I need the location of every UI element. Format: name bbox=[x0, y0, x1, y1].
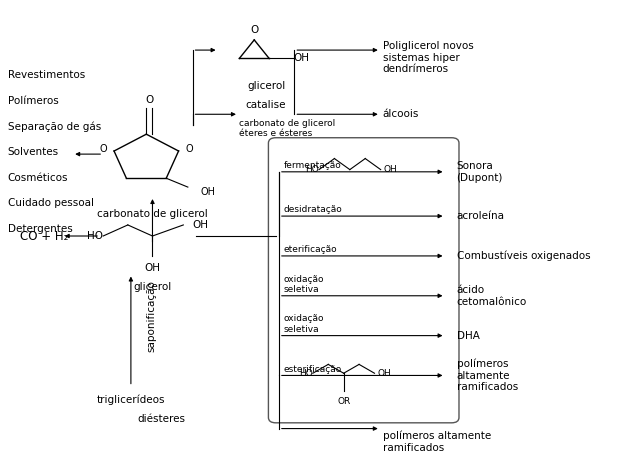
Text: Poliglicerol novos
sistemas hiper
dendrímeros: Poliglicerol novos sistemas hiper dendrí… bbox=[382, 41, 473, 74]
Text: O: O bbox=[145, 95, 153, 105]
Text: polímeros
altamente
ramificados: polímeros altamente ramificados bbox=[456, 359, 518, 392]
Text: glicerol: glicerol bbox=[247, 81, 285, 91]
Text: glicerol: glicerol bbox=[133, 282, 172, 292]
Text: HO: HO bbox=[305, 165, 319, 174]
Text: OH: OH bbox=[145, 263, 160, 272]
Text: OH: OH bbox=[377, 369, 391, 378]
Text: esterificação: esterificação bbox=[284, 365, 342, 374]
Text: oxidação
seletiva: oxidação seletiva bbox=[284, 314, 324, 334]
Text: acroleína: acroleína bbox=[456, 211, 505, 221]
Text: Combustíveis oxigenados: Combustíveis oxigenados bbox=[456, 251, 590, 261]
Text: fermentação: fermentação bbox=[284, 161, 342, 170]
Text: HO: HO bbox=[299, 369, 313, 378]
Text: OR: OR bbox=[337, 397, 351, 406]
Text: O: O bbox=[186, 144, 193, 154]
Text: HO: HO bbox=[87, 231, 103, 241]
Text: Polímeros: Polímeros bbox=[8, 96, 58, 106]
Text: DHA: DHA bbox=[456, 330, 480, 340]
Text: O: O bbox=[99, 144, 107, 154]
Text: álcoois: álcoois bbox=[382, 109, 419, 119]
Text: Cosméticos: Cosméticos bbox=[8, 173, 68, 183]
Text: CO + H₂: CO + H₂ bbox=[20, 229, 68, 243]
Text: Solventes: Solventes bbox=[8, 147, 59, 157]
Text: carbonato de glicerol: carbonato de glicerol bbox=[97, 209, 208, 219]
Text: Sonora
(Dupont): Sonora (Dupont) bbox=[456, 161, 503, 183]
Text: diésteres: diésteres bbox=[137, 414, 185, 424]
Text: oxidação
seletiva: oxidação seletiva bbox=[284, 275, 324, 294]
Text: Cuidado pessoal: Cuidado pessoal bbox=[8, 198, 93, 208]
Text: catalise: catalise bbox=[245, 100, 285, 110]
Text: Revestimentos: Revestimentos bbox=[8, 70, 85, 80]
Text: eterificação: eterificação bbox=[284, 245, 337, 254]
Text: OH: OH bbox=[294, 53, 310, 64]
Text: saponificação: saponificação bbox=[146, 280, 156, 351]
Text: Detergentes: Detergentes bbox=[8, 224, 73, 234]
Text: OH: OH bbox=[200, 186, 215, 197]
Text: O: O bbox=[250, 25, 259, 35]
FancyBboxPatch shape bbox=[269, 138, 459, 423]
Text: OH: OH bbox=[384, 165, 398, 174]
Text: ácido
cetomalônico: ácido cetomalônico bbox=[456, 285, 526, 307]
Text: carbonato de glicerol
éteres e ésteres: carbonato de glicerol éteres e ésteres bbox=[239, 119, 335, 138]
Text: desidratação: desidratação bbox=[284, 205, 342, 214]
Text: Separação de gás: Separação de gás bbox=[8, 122, 101, 132]
Text: polímeros altamente
ramificados: polímeros altamente ramificados bbox=[382, 431, 491, 453]
Text: triglicerídeos: triglicerídeos bbox=[96, 394, 165, 405]
Text: OH: OH bbox=[193, 220, 208, 230]
